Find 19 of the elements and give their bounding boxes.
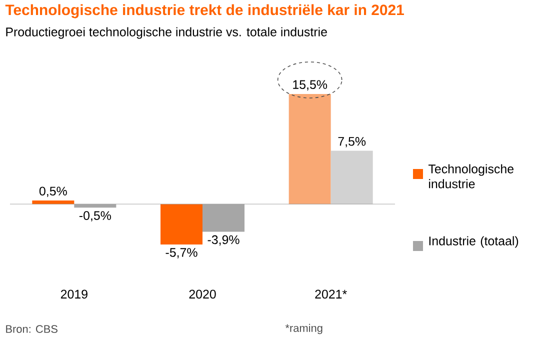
bar [202,204,245,232]
data-label: -3,9% [208,235,240,246]
x-tick-label: 2021* [315,290,347,299]
data-label: -5,7% [166,248,198,258]
legend-label: Technologische industrie [428,164,514,188]
x-tick-label: 2019 [60,290,88,299]
x-tick-label: 2020 [189,290,216,299]
data-label: -0,5% [79,211,111,222]
chart-subtitle: Productiegroei technologische industrie vs. totale industrie [6,27,327,39]
bar [160,204,203,245]
chart-title: Technologische industrie trekt de industriële kar in 2021 [5,4,404,18]
data-label: 15,5% [293,80,328,90]
bar [330,150,373,204]
legend-label: Industrie (totaal) [429,236,518,248]
data-label: 7,5% [338,137,366,148]
text: *raming [285,324,322,334]
data-label: 0,5% [39,186,67,197]
bar [288,94,331,204]
text: Bron: CBS [6,325,58,333]
